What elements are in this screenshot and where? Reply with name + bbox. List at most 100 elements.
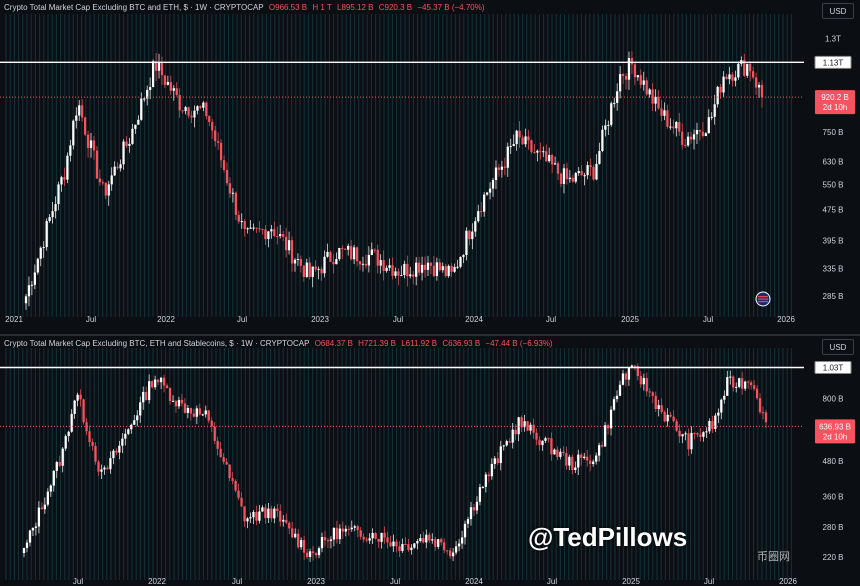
candle-body: [183, 403, 187, 413]
candle-body: [397, 271, 400, 276]
candle-body: [597, 445, 601, 456]
x-tick-label: Jul: [73, 577, 83, 586]
candle-body: [520, 417, 523, 428]
candle-body: [521, 137, 524, 145]
x-tick-label: 2023: [307, 577, 325, 586]
candle-body: [551, 154, 554, 165]
candle-body: [488, 188, 492, 193]
candle-body: [515, 130, 518, 145]
candle-body: [154, 61, 158, 71]
candle-body: [678, 121, 681, 132]
currency-button[interactable]: USD: [822, 339, 854, 355]
candle-body: [746, 63, 749, 76]
candle-body: [119, 164, 122, 169]
x-tick-label: 2024: [465, 577, 483, 586]
candle-body: [535, 432, 538, 440]
candle-body: [323, 256, 326, 274]
candle-body: [180, 399, 184, 404]
candle-body: [657, 96, 660, 109]
candle-body: [219, 448, 222, 458]
candle-body: [708, 421, 711, 432]
candle-body: [34, 526, 38, 528]
candle-body: [456, 266, 459, 268]
candle-body: [184, 107, 187, 112]
candle-body: [571, 177, 574, 182]
candle-body: [471, 231, 474, 240]
candle-body: [621, 373, 625, 385]
candle-body: [24, 296, 28, 304]
price-tag: [815, 419, 855, 444]
chart-svg-top[interactable]: 1.3T 750 B 630 B 550 B 475 B 395 B 335 B 285 B 1…: [0, 0, 860, 334]
candle-body: [196, 106, 199, 111]
candle-body: [175, 88, 178, 96]
candle-body: [556, 163, 560, 174]
candle-body: [609, 409, 613, 429]
candle-body: [550, 438, 553, 455]
candle-body: [672, 126, 675, 129]
candle-body: [246, 228, 249, 230]
x-tick-label: 2023: [311, 315, 329, 324]
candle-body: [341, 248, 344, 250]
candle-body: [222, 160, 226, 171]
chart-svg-bottom[interactable]: 800 B 480 B 360 B 280 B 220 B 1.03T 636.93 B2d…: [0, 336, 860, 586]
candle-body: [353, 526, 356, 528]
x-tick-label: Jul: [547, 577, 557, 586]
panel-divider[interactable]: [0, 334, 860, 336]
candle-body: [376, 249, 379, 266]
candle-body: [757, 84, 761, 88]
candle-body: [63, 177, 66, 180]
candle-body: [358, 261, 362, 265]
candle-body: [39, 247, 42, 259]
candle-body: [432, 265, 436, 277]
candle-body: [511, 429, 514, 443]
candle-body: [651, 89, 654, 104]
candle-body: [517, 417, 520, 435]
candle-body: [279, 511, 282, 522]
candle-body: [287, 240, 291, 251]
candle-body: [559, 173, 563, 184]
candle-body: [350, 527, 353, 530]
candle-body: [639, 376, 642, 385]
candle-body: [630, 365, 634, 368]
candle-body: [27, 285, 31, 297]
candle-body: [450, 265, 453, 272]
candle-body: [222, 457, 225, 462]
candle-body: [518, 130, 521, 138]
resistance-tag: [814, 361, 852, 375]
candle-body: [174, 400, 178, 407]
candle-body: [75, 115, 78, 121]
candle-body: [273, 508, 276, 519]
candle-body: [300, 540, 303, 548]
ohlc-close: C920.3 B: [378, 3, 413, 12]
candle-body: [571, 456, 574, 471]
candle-body: [477, 211, 480, 222]
candle-body: [468, 230, 471, 240]
candle-body: [636, 366, 639, 377]
candle-body: [208, 116, 211, 123]
candle-body: [660, 108, 663, 116]
candle-body: [195, 408, 198, 417]
candle-body: [698, 130, 702, 132]
candle-body: [539, 150, 542, 152]
candle-body: [136, 415, 139, 421]
candle-body: [624, 75, 628, 80]
candle-body: [448, 550, 452, 557]
candle-body: [460, 537, 464, 544]
candle-body: [249, 517, 252, 519]
candle-body: [459, 256, 462, 267]
candle-body: [264, 229, 267, 240]
candle-body: [320, 268, 323, 274]
candle-body: [542, 151, 545, 153]
candle-body: [398, 546, 401, 552]
candle-body: [55, 461, 58, 471]
candle-body: [532, 424, 535, 433]
currency-button[interactable]: USD: [822, 3, 854, 19]
y-tick-label: 1.3T: [825, 35, 841, 44]
candle-body: [752, 385, 756, 389]
candle-body: [125, 141, 128, 146]
candle-body: [143, 98, 146, 100]
candle-body: [320, 537, 324, 549]
resistance-tag: [814, 55, 852, 69]
candle-body: [648, 391, 651, 393]
candle-body: [83, 117, 87, 135]
